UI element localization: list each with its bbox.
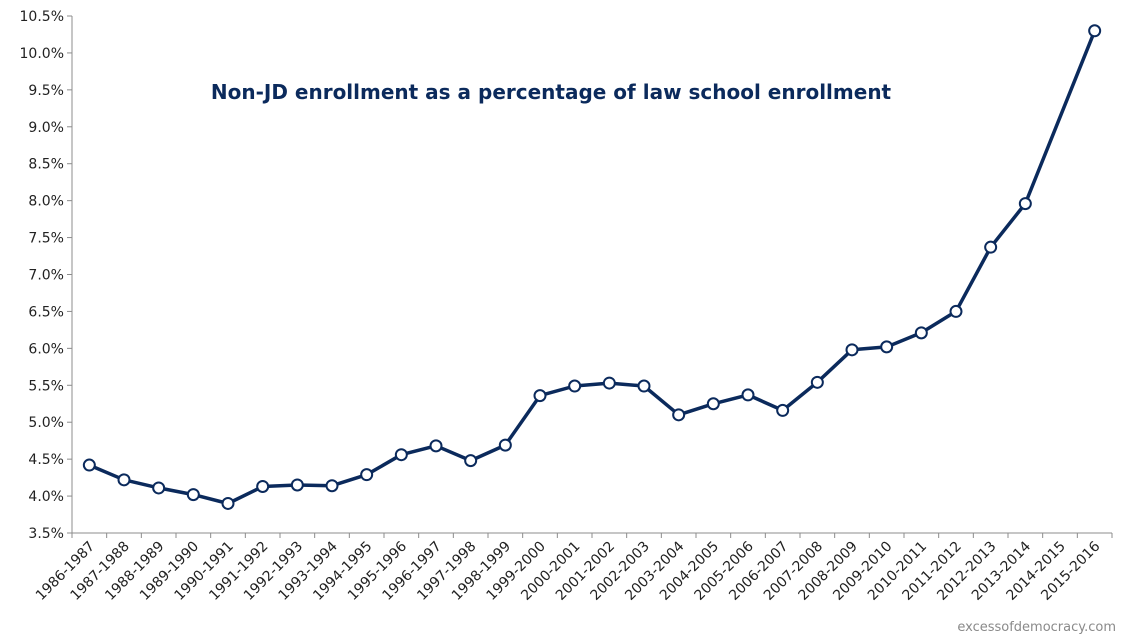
data-point <box>82 458 96 472</box>
data-point <box>152 481 166 495</box>
data-point <box>498 438 512 452</box>
data-point <box>880 340 894 354</box>
data-point <box>360 468 374 482</box>
data-point <box>117 473 131 487</box>
data-point <box>914 326 928 340</box>
data-point <box>776 403 790 417</box>
data-point <box>325 479 339 493</box>
data-point <box>221 496 235 510</box>
data-point <box>533 389 547 403</box>
y-tick-label: 7.0% <box>28 268 64 284</box>
data-point <box>1088 24 1102 38</box>
x-axis-ticks: 1986-19871987-19881988-19891989-19901990… <box>33 533 1113 604</box>
y-tick-label: 10.0% <box>20 46 64 62</box>
chart-title: Non-JD enrollment as a percentage of law… <box>211 80 892 104</box>
data-point <box>568 379 582 393</box>
data-point <box>602 376 616 390</box>
data-point <box>429 439 443 453</box>
series-points <box>82 24 1102 510</box>
credit-text: excessofdemocracy.com <box>957 620 1116 635</box>
y-tick-label: 9.0% <box>28 120 64 136</box>
data-point <box>810 375 824 389</box>
y-tick-label: 7.5% <box>28 231 64 247</box>
data-point <box>464 454 478 468</box>
data-point <box>672 408 686 422</box>
data-point <box>394 448 408 462</box>
data-point <box>637 379 651 393</box>
y-tick-label: 6.5% <box>28 304 64 320</box>
y-tick-label: 5.0% <box>28 415 64 431</box>
data-point <box>845 343 859 357</box>
y-tick-label: 9.5% <box>28 83 64 99</box>
y-tick-label: 5.5% <box>28 378 64 394</box>
data-point <box>256 479 270 493</box>
y-tick-label: 8.5% <box>28 157 64 173</box>
y-tick-label: 8.0% <box>28 194 64 210</box>
y-tick-label: 4.5% <box>28 452 64 468</box>
y-tick-label: 4.0% <box>28 489 64 505</box>
data-point <box>741 388 755 402</box>
data-point <box>186 488 200 502</box>
data-point <box>1018 197 1032 211</box>
y-axis-ticks: 3.5% 4.0% 4.5% 5.0% 5.5% 6.0% 6.5% 7.0% 7.5% 8.0%… <box>20 9 72 542</box>
y-tick-label: 6.0% <box>28 341 64 357</box>
y-tick-label: 3.5% <box>28 526 64 542</box>
y-tick-label: 10.5% <box>20 9 64 25</box>
data-point <box>706 397 720 411</box>
data-point <box>984 240 998 254</box>
data-point <box>290 478 304 492</box>
data-point <box>949 304 963 318</box>
